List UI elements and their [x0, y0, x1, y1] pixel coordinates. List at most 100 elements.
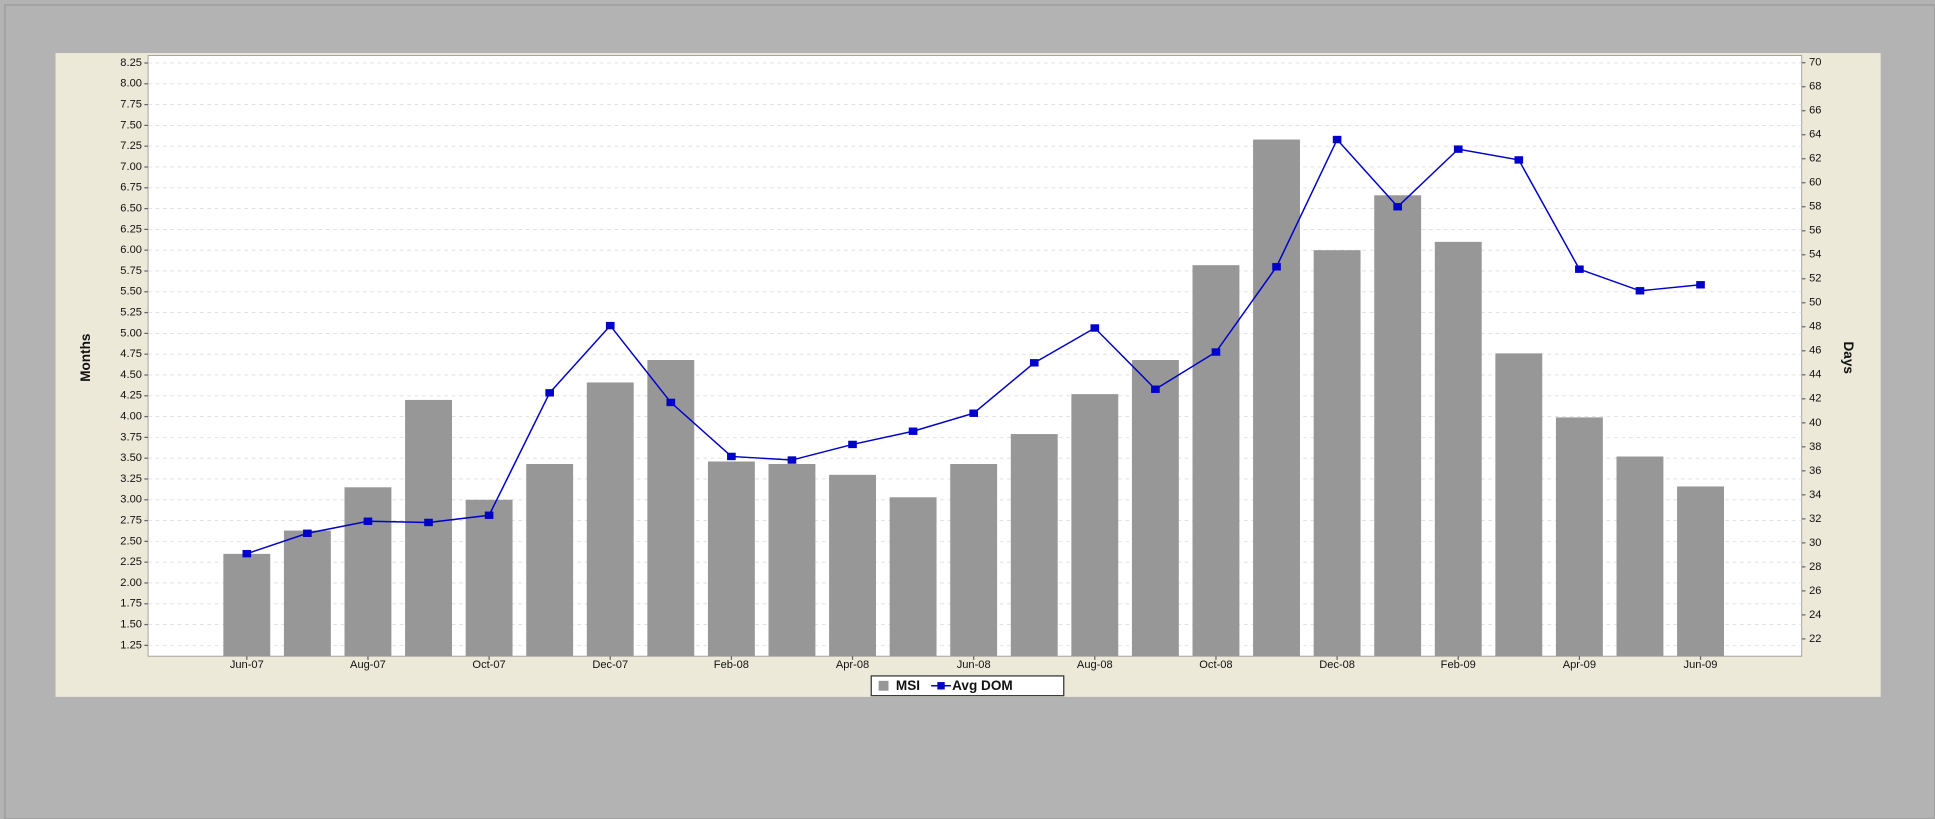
x-tick-label: Aug-08 [1077, 659, 1113, 671]
legend-label: Avg DOM [952, 678, 1013, 693]
bar [1555, 417, 1603, 657]
y-tick-label: 6.25 [120, 223, 142, 235]
bar [1313, 250, 1361, 657]
line-marker [1514, 156, 1524, 164]
y2-tick-label: 58 [1809, 201, 1821, 213]
line-marker [1090, 324, 1100, 332]
bar [1616, 456, 1664, 657]
y-tick-label: 4.25 [120, 390, 142, 402]
bar [889, 497, 937, 657]
bar [1071, 394, 1119, 657]
y2-tick-label: 30 [1809, 537, 1821, 549]
line-marker [1211, 348, 1221, 356]
line-marker [303, 529, 312, 537]
line-marker [727, 452, 736, 461]
y2-tick-label: 28 [1809, 561, 1821, 573]
y-tick-label: 7.00 [120, 161, 142, 173]
bar [1677, 486, 1724, 657]
y-tick-label: 1.50 [120, 619, 142, 631]
x-tick-label: Feb-09 [1441, 659, 1476, 671]
x-tick-label: Oct-08 [1199, 659, 1232, 671]
y-tick-label: 7.50 [120, 119, 142, 131]
y2-tick-label: 48 [1809, 321, 1821, 333]
y2-axis-title: Days [1841, 341, 1856, 373]
x-tick-label: Aug-07 [350, 659, 386, 671]
y-tick-label: 8.25 [120, 57, 142, 69]
y-tick-label: 1.75 [120, 598, 142, 610]
line-marker [1393, 203, 1402, 211]
y-tick-label: 6.75 [120, 182, 142, 194]
line-marker [424, 518, 433, 527]
line-marker [848, 440, 857, 449]
x-tick-label: Feb-08 [714, 659, 749, 671]
legend-label: MSI [896, 678, 920, 693]
bar [1495, 353, 1543, 657]
y2-tick-label: 36 [1809, 465, 1821, 477]
y2-tick-label: 52 [1809, 273, 1821, 285]
y2-tick-label: 60 [1809, 177, 1821, 189]
line-marker [1453, 145, 1463, 153]
line-marker [484, 511, 494, 519]
bar [223, 553, 271, 657]
y-tick-label: 8.00 [120, 78, 142, 90]
y2-tick-label: 40 [1809, 417, 1821, 429]
y-tick-label: 3.75 [120, 431, 142, 443]
bar [1374, 195, 1422, 657]
x-tick-label: Dec-08 [1319, 659, 1355, 671]
y-tick-label: 3.25 [120, 473, 142, 485]
y-tick-label: 3.00 [120, 494, 142, 506]
line-marker [1151, 385, 1160, 393]
y-tick-label: 2.25 [120, 556, 142, 568]
x-tick-label: Jun-09 [1684, 659, 1718, 671]
y-tick-label: 2.75 [120, 515, 142, 527]
line-marker [545, 389, 554, 397]
y2-tick-label: 56 [1809, 225, 1821, 237]
line-marker [1272, 263, 1281, 271]
bar [1192, 265, 1240, 657]
y2-tick-label: 62 [1809, 153, 1821, 165]
legend-swatch [878, 680, 889, 691]
legend-box [870, 675, 1065, 697]
bar [283, 530, 331, 657]
bar [1434, 241, 1482, 657]
y-tick-label: 7.25 [120, 140, 142, 152]
line-marker [1029, 359, 1039, 367]
y-tick-label: 6.00 [120, 244, 142, 256]
y-tick-label: 2.50 [120, 535, 142, 547]
bar [1010, 434, 1058, 657]
y-tick-label: 1.25 [120, 639, 142, 651]
line-marker [787, 456, 797, 464]
line-marker [1332, 135, 1342, 144]
y2-tick-label: 66 [1809, 105, 1821, 117]
y-tick-label: 5.00 [120, 327, 142, 339]
y2-tick-label: 34 [1809, 489, 1821, 501]
y-tick-label: 3.50 [120, 452, 142, 464]
line-marker [242, 549, 252, 558]
y2-tick-label: 26 [1809, 585, 1821, 597]
y-axis-title: Months [78, 334, 93, 382]
y2-tick-label: 22 [1809, 633, 1821, 645]
x-tick-label: Jun-08 [957, 659, 991, 671]
bar [405, 399, 452, 657]
line-marker [605, 321, 615, 330]
bar [768, 464, 816, 657]
line-marker [908, 427, 918, 435]
line-marker [969, 409, 978, 417]
bar [465, 499, 513, 657]
bar [950, 464, 998, 657]
y-tick-label: 4.75 [120, 348, 142, 360]
bar [829, 474, 876, 657]
y-tick-label: 2.00 [120, 577, 142, 589]
bar [1131, 360, 1179, 657]
y-tick-label: 5.25 [120, 307, 142, 319]
bar [1253, 139, 1300, 657]
y2-tick-label: 38 [1809, 441, 1821, 453]
x-tick-label: Oct-07 [472, 659, 505, 671]
y-tick-label: 4.50 [120, 369, 142, 381]
legend: MSI Avg DOM [870, 675, 1065, 697]
y2-tick-label: 46 [1809, 345, 1821, 357]
y2-tick-label: 44 [1809, 369, 1821, 381]
y2-tick-label: 42 [1809, 393, 1821, 405]
line-marker [363, 517, 373, 525]
